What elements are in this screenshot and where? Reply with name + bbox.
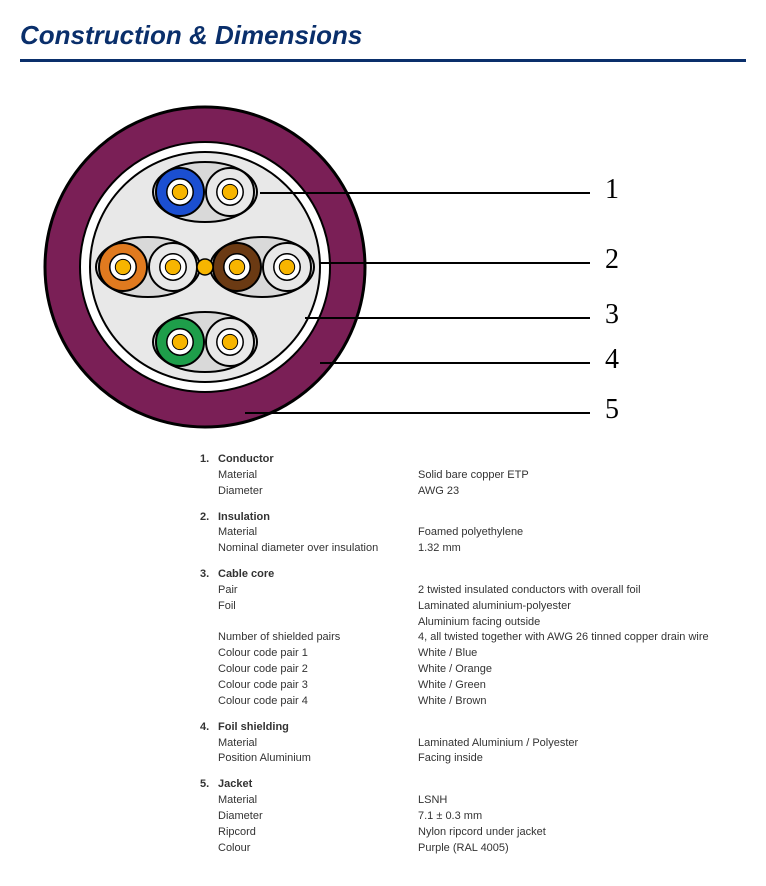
spec-value: 4, all twisted together with AWG 26 tinn… xyxy=(418,630,746,645)
spec-section-heading: 1.Conductor xyxy=(200,452,746,467)
diagram-area: 1 2 3 4 5 xyxy=(20,92,746,452)
spec-key: Pair xyxy=(218,583,418,598)
spec-key: Colour xyxy=(218,841,418,856)
spec-value: White / Brown xyxy=(418,694,746,709)
leader-line xyxy=(320,362,590,364)
spec-section-title: Jacket xyxy=(218,777,418,792)
spec-key xyxy=(218,615,418,630)
spec-key: Diameter xyxy=(218,484,418,499)
leader-line xyxy=(320,262,590,264)
leader-label: 5 xyxy=(605,394,619,426)
spec-section-number: 1. xyxy=(200,452,218,467)
spec-section-title: Conductor xyxy=(218,452,418,467)
spec-value: 2 twisted insulated conductors with over… xyxy=(418,583,746,598)
spec-value: White / Orange xyxy=(418,662,746,677)
spec-row: Colour code pair 3White / Green xyxy=(200,678,746,693)
spec-key: Material xyxy=(218,525,418,540)
spec-row: DiameterAWG 23 xyxy=(200,484,746,499)
spec-value: Facing inside xyxy=(418,751,746,766)
spec-section-number: 2. xyxy=(200,510,218,525)
spec-section-heading: 4.Foil shielding xyxy=(200,720,746,735)
spec-key: Ripcord xyxy=(218,825,418,840)
spec-key: Colour code pair 1 xyxy=(218,646,418,661)
spec-value: 1.32 mm xyxy=(418,541,746,556)
spec-key: Material xyxy=(218,468,418,483)
spec-key: Nominal diameter over insulation xyxy=(218,541,418,556)
spec-key: Position Aluminium xyxy=(218,751,418,766)
spec-value: Laminated Aluminium / Polyester xyxy=(418,736,746,751)
spec-section-title: Cable core xyxy=(218,567,418,582)
spec-row: RipcordNylon ripcord under jacket xyxy=(200,825,746,840)
leader-line xyxy=(305,317,590,319)
spec-key: Colour code pair 4 xyxy=(218,694,418,709)
spec-value: AWG 23 xyxy=(418,484,746,499)
spec-key: Material xyxy=(218,793,418,808)
spec-row: ColourPurple (RAL 4005) xyxy=(200,841,746,856)
spec-section-number: 3. xyxy=(200,567,218,582)
spec-row: MaterialLSNH xyxy=(200,793,746,808)
spec-row: Diameter7.1 ± 0.3 mm xyxy=(200,809,746,824)
spec-key: Diameter xyxy=(218,809,418,824)
spec-row: FoilLaminated aluminium-polyester xyxy=(200,599,746,614)
leader-line xyxy=(245,412,590,414)
title-underline xyxy=(20,59,746,62)
leader-line xyxy=(260,192,590,194)
spec-key: Material xyxy=(218,736,418,751)
spec-row: Aluminium facing outside xyxy=(200,615,746,630)
leader-label: 4 xyxy=(605,344,619,376)
cable-cross-section xyxy=(30,92,380,442)
spec-value: Laminated aluminium-polyester xyxy=(418,599,746,614)
spec-block: 1.ConductorMaterialSolid bare copper ETP… xyxy=(200,452,746,866)
spec-section-title: Foil shielding xyxy=(218,720,418,735)
spec-section-heading: 3.Cable core xyxy=(200,567,746,582)
spec-row: Colour code pair 4White / Brown xyxy=(200,694,746,709)
spec-key: Foil xyxy=(218,599,418,614)
spec-key: Colour code pair 2 xyxy=(218,662,418,677)
spec-row: Colour code pair 1White / Blue xyxy=(200,646,746,661)
spec-section-number: 5. xyxy=(200,777,218,792)
spec-key: Number of shielded pairs xyxy=(218,630,418,645)
page-title: Construction & Dimensions xyxy=(20,20,746,51)
spec-section-heading: 2.Insulation xyxy=(200,510,746,525)
spec-row: Nominal diameter over insulation1.32 mm xyxy=(200,541,746,556)
spec-row: Number of shielded pairs4, all twisted t… xyxy=(200,630,746,645)
spec-value: Aluminium facing outside xyxy=(418,615,746,630)
spec-row: MaterialLaminated Aluminium / Polyester xyxy=(200,736,746,751)
spec-row: MaterialFoamed polyethylene xyxy=(200,525,746,540)
spec-row: Position AluminiumFacing inside xyxy=(200,751,746,766)
spec-row: Pair2 twisted insulated conductors with … xyxy=(200,583,746,598)
spec-value: LSNH xyxy=(418,793,746,808)
spec-value: 7.1 ± 0.3 mm xyxy=(418,809,746,824)
spec-section-title: Insulation xyxy=(218,510,418,525)
spec-value: White / Green xyxy=(418,678,746,693)
spec-value: Foamed polyethylene xyxy=(418,525,746,540)
spec-row: MaterialSolid bare copper ETP xyxy=(200,468,746,483)
leader-label: 1 xyxy=(605,174,619,206)
spec-key: Colour code pair 3 xyxy=(218,678,418,693)
spec-value: Purple (RAL 4005) xyxy=(418,841,746,856)
spec-section-heading: 5.Jacket xyxy=(200,777,746,792)
spec-value: Solid bare copper ETP xyxy=(418,468,746,483)
spec-value: White / Blue xyxy=(418,646,746,661)
spec-section-number: 4. xyxy=(200,720,218,735)
leader-label: 3 xyxy=(605,299,619,331)
spec-value: Nylon ripcord under jacket xyxy=(418,825,746,840)
spec-row: Colour code pair 2White / Orange xyxy=(200,662,746,677)
leader-label: 2 xyxy=(605,244,619,276)
